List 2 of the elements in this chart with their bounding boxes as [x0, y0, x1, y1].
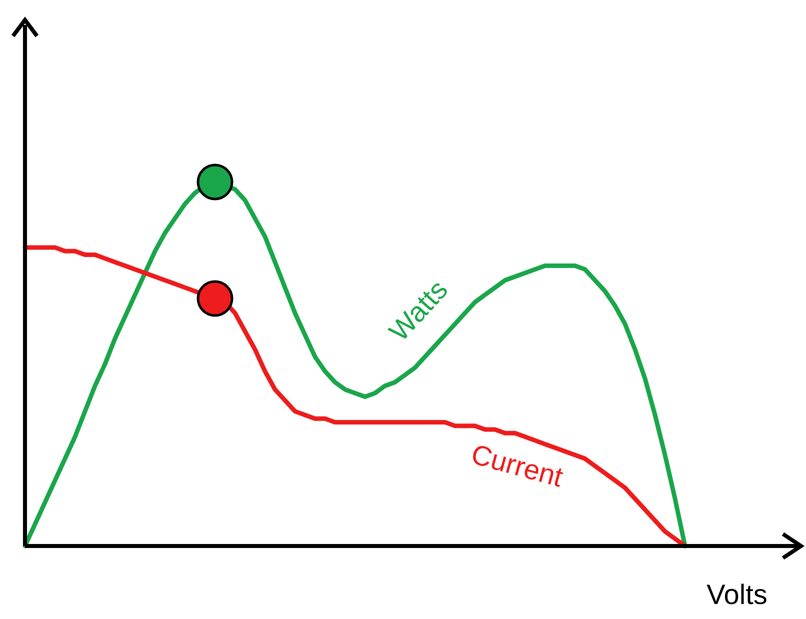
x-axis-title: Volts — [706, 579, 768, 610]
text: Current — [468, 438, 566, 493]
